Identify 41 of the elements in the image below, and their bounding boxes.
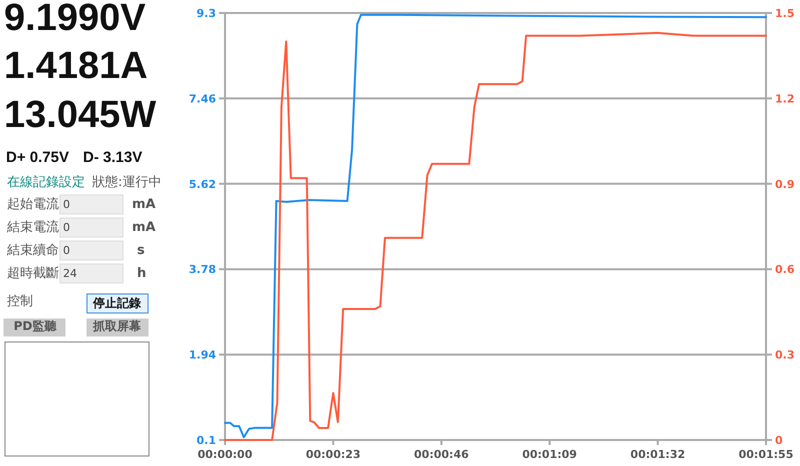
text: 結束續命: [6, 243, 59, 258]
text: 抓取屏幕: [92, 319, 142, 333]
text: h: [137, 266, 146, 281]
text: PD監聽: [14, 319, 58, 333]
y2-tick-label: 0.6: [775, 263, 795, 276]
text: 24: [63, 267, 77, 280]
y-tick-label: 5.62: [188, 178, 216, 191]
text: mA: [132, 197, 156, 212]
y2-tick-label: 0.3: [775, 348, 794, 362]
text: 1.4181A: [4, 45, 148, 87]
text: 在線記錄設定: [7, 175, 85, 190]
y2-tick-label: 0: [775, 434, 783, 447]
y-tick-label: 3.78: [188, 263, 216, 276]
x-tick-label: 00:00:23: [306, 448, 361, 461]
x-tick-label: 00:00:46: [414, 448, 470, 461]
x-tick-label: 00:00:00: [198, 448, 253, 461]
x-tick-label: 00:01:09: [522, 448, 577, 461]
x-tick-label: 00:01:32: [630, 448, 686, 461]
text: D+ 0.75V: [6, 149, 69, 166]
y-tick-label: 9.3: [196, 7, 216, 20]
text: 13.045W: [4, 94, 156, 136]
y-tick-label: 7.46: [188, 92, 216, 106]
text: 控制: [7, 294, 33, 309]
text: 起始電流: [7, 196, 59, 212]
y2-tick-label: 1.2: [775, 92, 794, 106]
text: 結束電流: [6, 219, 59, 235]
y2-tick-label: 0.9: [775, 178, 794, 191]
y-tick-label: 1.94: [188, 348, 216, 362]
x-tick-label: 00:01:55: [738, 448, 794, 461]
text: 9.1990V: [4, 0, 146, 39]
text: mA: [132, 220, 156, 235]
text: 0: [63, 244, 70, 257]
y2-tick-label: 1.5: [775, 7, 794, 20]
text: 0: [63, 198, 70, 211]
text: 超時截斷: [7, 266, 59, 281]
text: 0: [63, 221, 70, 234]
text: 狀態:運行中: [92, 175, 162, 190]
text: s: [137, 243, 145, 258]
text: 停止記錄: [92, 296, 141, 310]
text: D- 3.13V: [83, 149, 142, 166]
y-tick-label: 0.1: [196, 434, 216, 447]
